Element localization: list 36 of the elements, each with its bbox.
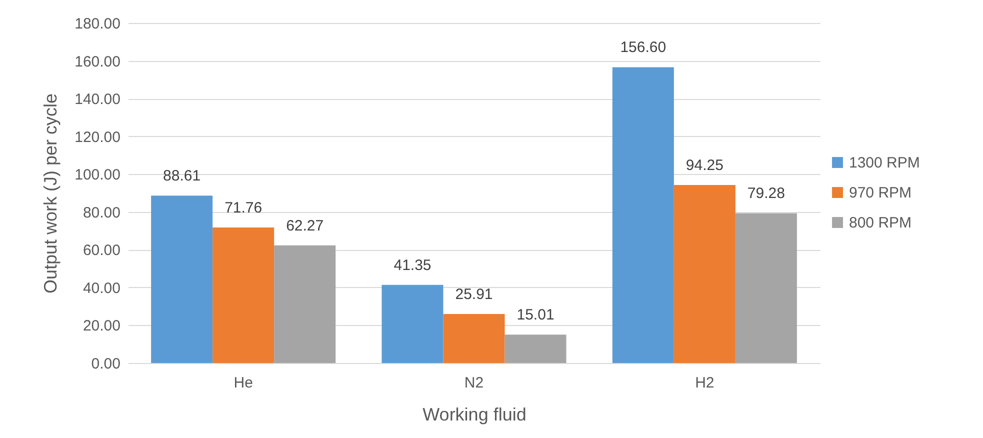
y-axis-title: Output work (J) per cycle	[40, 93, 61, 294]
y-tick-label: 140.00	[74, 91, 120, 108]
data-label: 25.91	[455, 286, 493, 304]
y-tick-label: 100.00	[74, 166, 120, 184]
y-tick-label: 160.00	[74, 53, 120, 70]
y-tick-label: 60.00	[82, 242, 120, 260]
x-tick-label: N2	[464, 374, 484, 392]
legend-label: 1300 RPM	[849, 154, 920, 172]
bar	[735, 213, 797, 363]
y-tick-label: 180.00	[74, 16, 120, 32]
data-label: 62.27	[286, 217, 324, 234]
y-tick-label: 40.00	[82, 280, 120, 297]
bar	[612, 67, 674, 363]
y-tick-label: 120.00	[74, 128, 120, 146]
bar	[674, 184, 736, 363]
x-tick-label: H2	[695, 374, 714, 392]
y-tick-label: 0.00	[91, 356, 120, 372]
bar	[443, 314, 505, 363]
y-tick-label: 20.00	[82, 318, 120, 335]
x-tick-label: He	[234, 374, 253, 392]
bar	[212, 227, 274, 363]
x-axis-title: Working fluid	[422, 404, 526, 424]
data-label: 79.28	[747, 185, 785, 202]
data-label: 71.76	[224, 199, 262, 216]
data-label: 41.35	[394, 256, 432, 274]
y-tick-label: 80.00	[82, 204, 120, 222]
bar	[504, 334, 566, 363]
legend-label: 970 RPM	[849, 184, 912, 202]
data-label: 156.60	[620, 39, 666, 56]
data-label: 15.01	[516, 306, 554, 324]
data-label: 94.25	[686, 156, 724, 174]
data-label: 88.61	[163, 168, 201, 185]
legend-label: 800 RPM	[849, 214, 912, 232]
bar	[382, 284, 444, 363]
bar	[151, 196, 213, 363]
bar	[274, 245, 336, 363]
